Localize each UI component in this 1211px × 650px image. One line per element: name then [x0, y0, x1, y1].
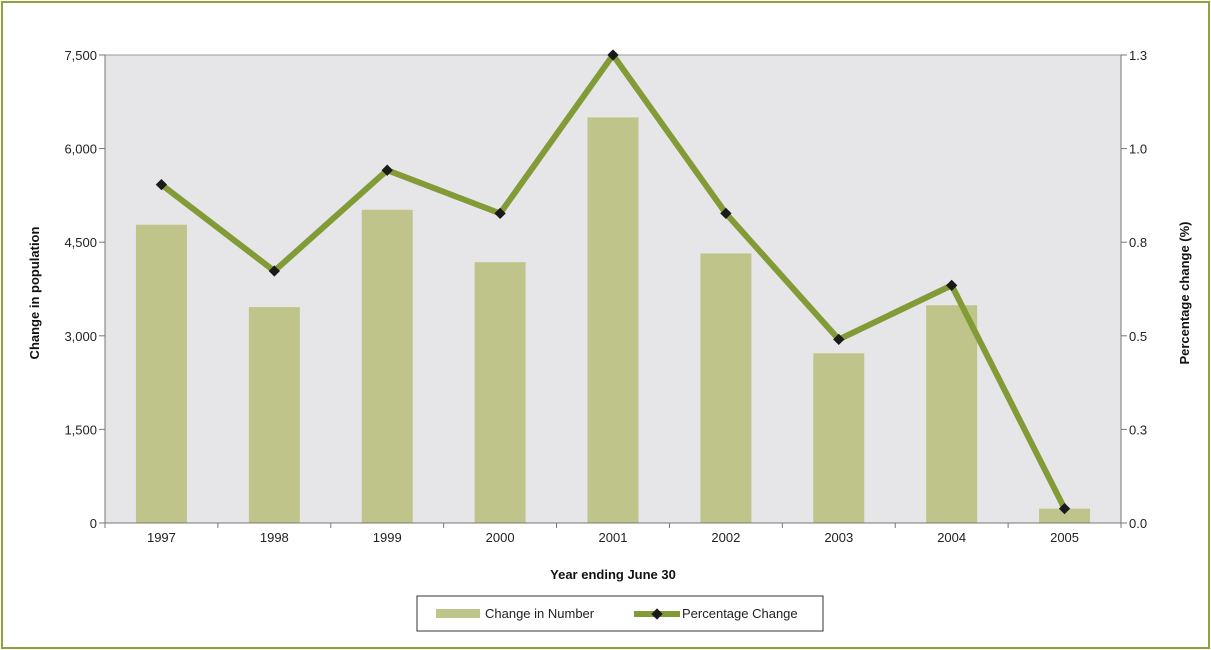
y2-tick-label: 0.8 [1129, 235, 1147, 250]
x-tick-label: 2003 [824, 530, 853, 545]
y-tick-label: 0 [90, 516, 97, 531]
bar-2001 [587, 117, 639, 524]
legend-label-line: Percentage Change [682, 606, 798, 621]
y2-tick-label: 1.0 [1129, 142, 1147, 157]
x-tick-label: 2002 [711, 530, 740, 545]
point-1998 [268, 265, 280, 277]
y2-tick-label: 0.3 [1129, 422, 1147, 437]
point-2001 [607, 49, 619, 61]
bar-1998 [248, 307, 300, 523]
legend-label-bars: Change in Number [485, 606, 595, 621]
x-tick-label: 2000 [486, 530, 515, 545]
y-tick-label: 6,000 [64, 142, 97, 157]
point-2000 [494, 207, 506, 220]
y2-tick-label: 0.0 [1129, 516, 1147, 531]
y2-axis-title: Percentage change (%) [1177, 221, 1192, 364]
x-axis-title: Year ending June 30 [550, 567, 676, 582]
axes-layer: 0 1,500 3,000 4,500 6,000 7,500 0.0 0.3 0.5 0.8 1.… [64, 48, 1147, 545]
legend: Change in Number Percentage Change [416, 595, 824, 632]
x-tick-label: 2005 [1050, 530, 1079, 545]
legend-swatch-marker [651, 608, 663, 620]
x-tick-label: 1998 [260, 530, 289, 545]
bar-2000 [474, 262, 526, 523]
point-2005 [1058, 502, 1071, 515]
combo-chart: 0 1,500 3,000 4,500 6,000 7,500 0.0 0.3 0.5 0.8 1.… [27, 48, 1192, 632]
point-2002 [720, 207, 732, 220]
bar-2004 [926, 305, 978, 523]
point-2003 [833, 333, 845, 346]
bars-layer [135, 117, 1091, 524]
bar-2005 [1039, 508, 1091, 523]
bar-1997 [135, 224, 187, 523]
y-tick-label: 3,000 [64, 329, 97, 344]
y-axis-title: Change in population [27, 227, 42, 360]
y2-tick-label: 0.5 [1129, 329, 1147, 344]
x-tick-label: 1999 [373, 530, 402, 545]
y-tick-label: 7,500 [64, 48, 97, 63]
bar-2003 [813, 353, 865, 523]
point-2004 [946, 279, 958, 292]
x-tick-label: 2001 [599, 530, 628, 545]
y-tick-label: 1,500 [64, 422, 97, 437]
x-tick-label: 2004 [937, 530, 966, 545]
point-1999 [381, 164, 393, 176]
legend-box [416, 595, 824, 632]
line-layer [155, 49, 1071, 515]
bar-2002 [700, 253, 752, 523]
bar-1999 [361, 209, 413, 523]
point-1997 [155, 178, 168, 191]
y2-tick-label: 1.3 [1129, 48, 1147, 63]
y-tick-label: 4,500 [64, 235, 97, 250]
legend-swatch-bars [436, 609, 480, 618]
x-tick-label: 1997 [147, 530, 176, 545]
